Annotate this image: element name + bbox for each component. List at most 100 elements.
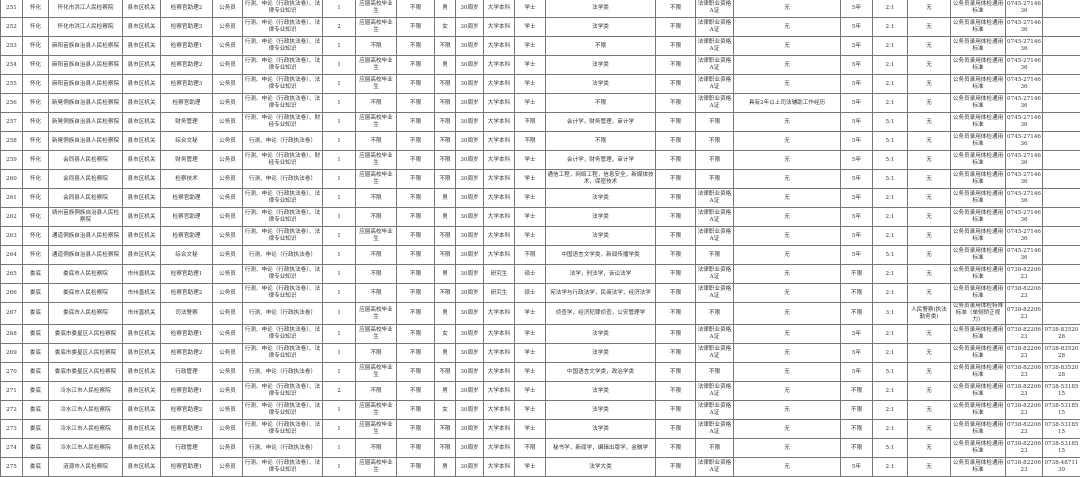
cell-physical-standard: 公务员录用体检通用标准	[951, 56, 1006, 75]
cell-position: 综合文秘	[161, 246, 213, 265]
cell-contact-phone-2	[1043, 265, 1080, 284]
cell-exam-subjects: 行测、申论（行政执法卷）、法律专业知识	[243, 189, 323, 208]
cell-identity: 应届高校毕业生	[356, 151, 397, 170]
cell-special-position: 无	[908, 94, 951, 113]
cell-physical-standard: 公务员录用体检通用标准	[951, 189, 1006, 208]
cell-agency-level: 县市区机关	[123, 439, 161, 458]
cell-position: 检察官助理1	[161, 265, 213, 284]
cell-certificate: 不限	[696, 363, 734, 382]
cell-headcount: 1	[323, 113, 356, 132]
cell-agency-level: 县市区机关	[123, 18, 161, 37]
cell-interview-ratio: 2:1	[873, 344, 908, 363]
cell-position-type: 公务员	[213, 303, 243, 325]
cell-certificate: 不限	[696, 151, 734, 170]
cell-major: 会计学，财务管理，审计学	[546, 113, 656, 132]
cell-row-number: 267	[1, 303, 23, 325]
cell-position: 财务管理	[161, 151, 213, 170]
cell-contact-phone: 0745-2714636	[1006, 189, 1043, 208]
cell-gender: 不限	[435, 94, 456, 113]
cell-position-type: 公务员	[213, 246, 243, 265]
cell-certificate: 不限	[696, 246, 734, 265]
cell-employer: 会同县人民检察院	[49, 189, 123, 208]
cell-exam-subjects: 行测、申论（行政执法卷）、法律专业知识	[243, 0, 323, 18]
cell-interview-ratio: 5:1	[873, 132, 908, 151]
cell-row-number: 273	[1, 420, 23, 439]
cell-row-number: 268	[1, 325, 23, 344]
cell-special-position: 无	[908, 363, 951, 382]
cell-work-experience: 不限	[656, 420, 696, 439]
cell-position: 检察官助理1	[161, 382, 213, 401]
cell-service-years: 5年	[841, 37, 873, 56]
cell-major: 法学类	[546, 382, 656, 401]
cell-certificate: 法律职业资格A证	[696, 208, 734, 227]
cell-row-number: 271	[1, 382, 23, 401]
cell-degree: 学士	[515, 151, 546, 170]
cell-service-years: 5年	[841, 208, 873, 227]
cell-interview-ratio: 2:1	[873, 325, 908, 344]
cell-work-experience: 不限	[656, 132, 696, 151]
cell-degree: 硕士	[515, 284, 546, 303]
cell-other-requirements: 具有2年以上司法辅助工作经历	[734, 94, 841, 113]
cell-degree: 学士	[515, 94, 546, 113]
cell-age-limit: 30周岁	[456, 94, 484, 113]
cell-physical-standard: 公务员录用体检通用标准	[951, 170, 1006, 189]
cell-position: 检察官助理1	[161, 37, 213, 56]
cell-physical-standard: 公务员录用体检通用标准	[951, 344, 1006, 363]
cell-certificate: 法律职业资格A证	[696, 265, 734, 284]
cell-contact-phone-2: 0738-5318515	[1043, 420, 1080, 439]
cell-gender: 女	[435, 18, 456, 37]
cell-employer: 新晃侗族自治县人民检察院	[49, 94, 123, 113]
cell-special-position: 无	[908, 170, 951, 189]
cell-education: 大学本科	[484, 189, 515, 208]
cell-age-limit: 30周岁	[456, 246, 484, 265]
cell-interview-ratio: 2:1	[873, 189, 908, 208]
cell-service-years: 不限	[841, 284, 873, 303]
cell-special-position: 无	[908, 382, 951, 401]
cell-gender: 女	[435, 401, 456, 420]
cell-major: 宪法学与行政法学，民商法学，经济法学	[546, 284, 656, 303]
cell-employer: 靖州苗族侗族自治县人民检察院	[49, 208, 123, 227]
cell-other-requirements: 无	[734, 363, 841, 382]
cell-physical-standard: 公务员录用体检通用标准	[951, 284, 1006, 303]
cell-exam-subjects: 行测、申论（行政执法卷）、法律专业知识	[243, 420, 323, 439]
cell-service-years: 5年	[841, 344, 873, 363]
cell-exam-subjects: 行测、申论（行政执法卷）、财经专业知识	[243, 151, 323, 170]
cell-agency-level: 县市区机关	[123, 401, 161, 420]
cell-age-limit: 30周岁	[456, 0, 484, 18]
cell-position: 检察官助理2	[161, 344, 213, 363]
cell-position-type: 公务员	[213, 208, 243, 227]
cell-major: 法学类	[546, 189, 656, 208]
cell-city: 怀化	[23, 208, 49, 227]
cell-headcount: 1	[323, 94, 356, 113]
cell-contact-phone-2	[1043, 246, 1080, 265]
cell-employer: 娄底市娄星区人民检察院	[49, 363, 123, 382]
cell-headcount: 2	[323, 18, 356, 37]
cell-political-status: 不限	[397, 170, 435, 189]
cell-physical-standard: 公务员录用体检通用标准	[951, 246, 1006, 265]
cell-gender: 不限	[435, 439, 456, 458]
cell-row-number: 258	[1, 132, 23, 151]
cell-work-experience: 不限	[656, 227, 696, 246]
cell-age-limit: 30周岁	[456, 439, 484, 458]
cell-city: 娄底	[23, 363, 49, 382]
cell-agency-level: 县市区机关	[123, 151, 161, 170]
cell-other-requirements: 无	[734, 325, 841, 344]
cell-contact-phone-2	[1043, 56, 1080, 75]
cell-position-type: 公务员	[213, 439, 243, 458]
cell-identity: 不限	[356, 284, 397, 303]
cell-education: 大学本科	[484, 401, 515, 420]
cell-service-years: 5年	[841, 170, 873, 189]
cell-other-requirements: 无	[734, 344, 841, 363]
cell-contact-phone-2	[1043, 37, 1080, 56]
cell-work-experience: 不限	[656, 56, 696, 75]
cell-physical-standard: 公务员录用体检通用标准	[951, 37, 1006, 56]
cell-identity: 不限	[356, 132, 397, 151]
cell-certificate: 法律职业资格A证	[696, 420, 734, 439]
cell-age-limit: 30周岁	[456, 132, 484, 151]
cell-contact-phone: 0745-2714636	[1006, 208, 1043, 227]
cell-identity: 不限	[356, 382, 397, 401]
cell-service-years: 5年	[841, 94, 873, 113]
